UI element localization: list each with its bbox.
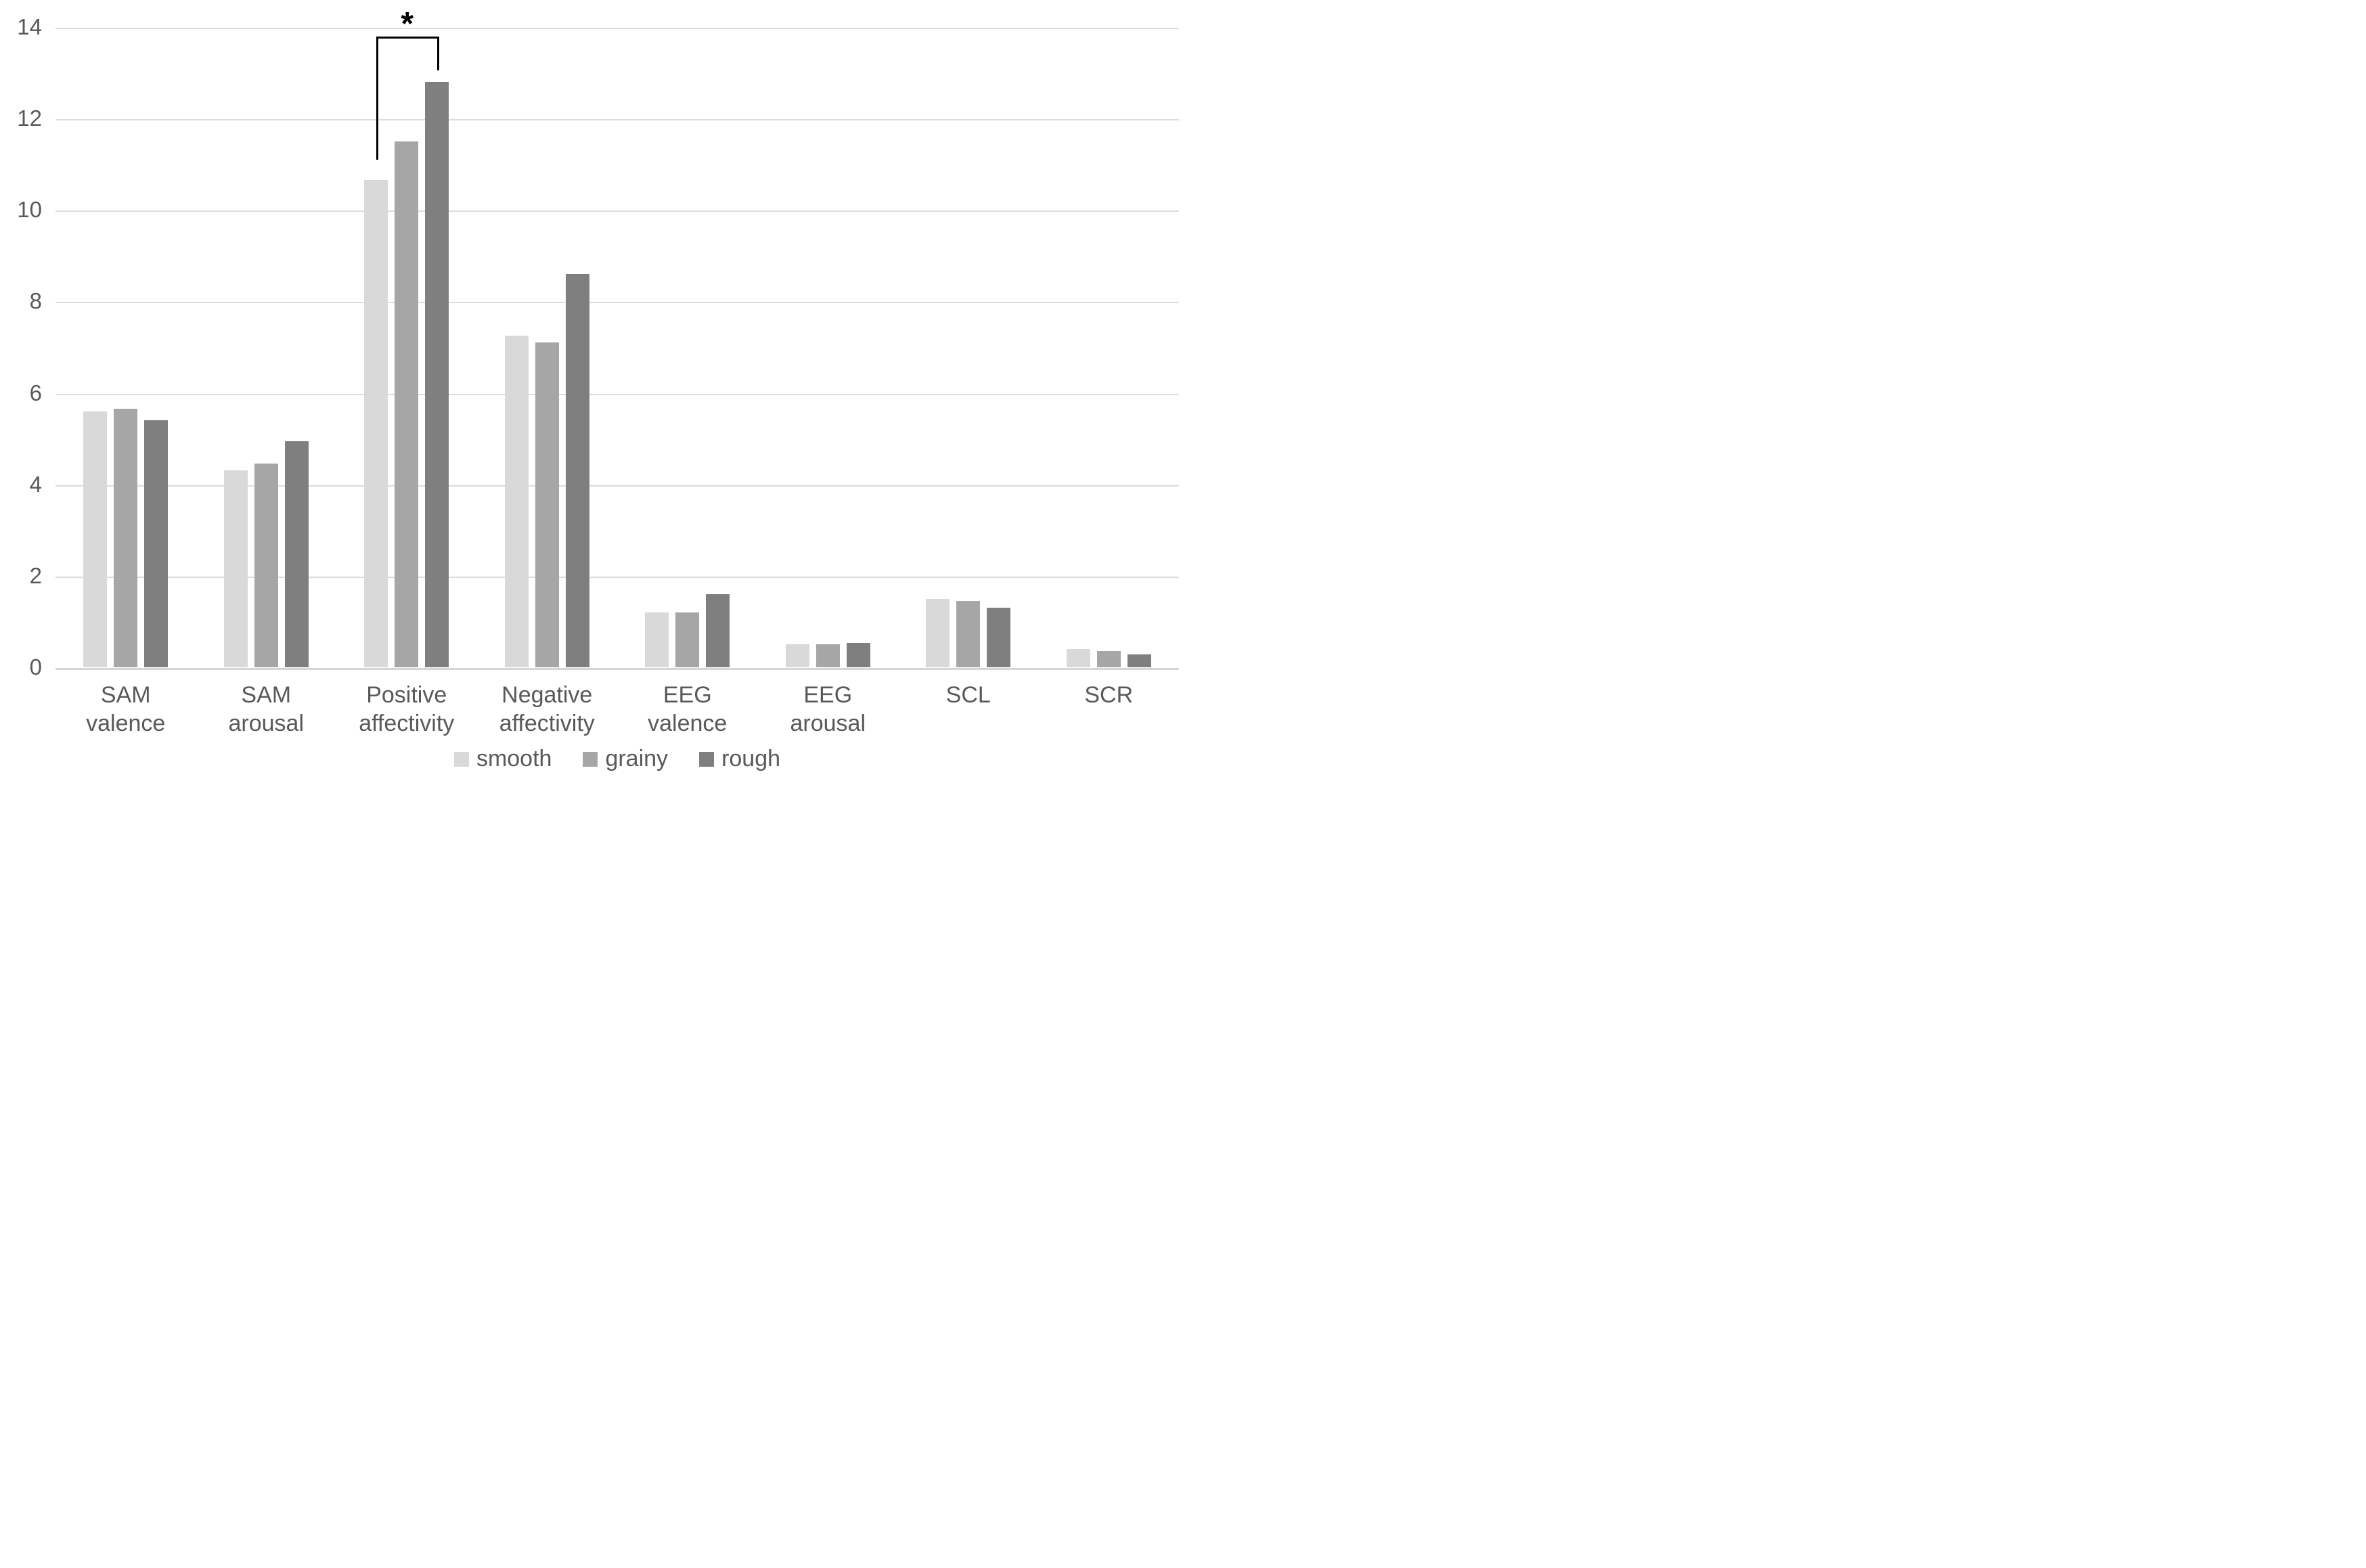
legend-item-rough: rough — [699, 746, 780, 772]
bar-smooth — [1066, 648, 1090, 667]
x-axis-category-label: SCR — [1084, 682, 1134, 708]
bar-group — [617, 27, 758, 667]
legend-color-swatch — [583, 751, 598, 767]
bar-group — [898, 27, 1039, 667]
significance-bracket-left-arm — [376, 36, 378, 160]
y-axis-tick-label: 10 — [17, 197, 42, 223]
bars-layer — [55, 27, 1179, 667]
y-axis-tick-label: 12 — [17, 106, 42, 131]
gridline — [55, 119, 1179, 121]
y-axis: 0 2 4 6 8 10 12 14 — [0, 14, 49, 679]
bar-group — [336, 27, 477, 667]
gridline — [55, 28, 1179, 29]
bar-rough — [284, 441, 309, 667]
bar-grainy — [956, 601, 981, 667]
x-axis-labels: SAM valence SAM arousal Positive affectivi… — [55, 681, 1179, 738]
bar-group — [477, 27, 618, 667]
y-axis-tick-label: 14 — [17, 14, 42, 39]
bar-grainy — [395, 141, 419, 667]
bar-grainy — [535, 342, 559, 667]
bar-rough — [144, 420, 169, 667]
bar-smooth — [83, 411, 108, 667]
x-axis-category-label: SCL — [945, 682, 991, 708]
bar-smooth — [926, 598, 950, 667]
y-axis-tick-label: 6 — [29, 380, 42, 405]
bar-grainy — [675, 612, 700, 667]
bar-grainy — [114, 409, 138, 667]
significance-bracket-top — [376, 36, 439, 39]
bar-chart: 0 2 4 6 8 10 12 14 * SAM valence SAM arousal Posi… — [0, 0, 1183, 784]
y-axis-tick-label: 4 — [29, 471, 42, 497]
gridline — [55, 576, 1179, 578]
y-axis-tick-label: 2 — [29, 562, 42, 588]
legend-color-swatch — [699, 751, 715, 767]
y-axis-tick-label: 8 — [29, 288, 42, 314]
legend-item-smooth: smooth — [453, 746, 552, 772]
gridline — [55, 485, 1179, 487]
bar-smooth — [364, 180, 388, 667]
x-axis-category-label: Positive affectivity — [359, 682, 455, 736]
significance-asterisk: * — [401, 5, 414, 42]
bar-smooth — [223, 470, 248, 667]
x-axis-category-label: EEG arousal — [790, 682, 866, 736]
bar-rough — [706, 593, 730, 667]
bar-smooth — [785, 644, 809, 667]
bar-rough — [425, 82, 449, 667]
y-axis-tick-label: 0 — [29, 654, 42, 679]
gridline — [55, 393, 1179, 395]
legend-item-grainy: grainy — [583, 746, 668, 772]
bar-group — [1039, 27, 1180, 667]
plot-area: * — [55, 7, 1179, 670]
x-axis-category-label: SAM valence — [86, 682, 166, 736]
bar-group — [758, 27, 899, 667]
bar-rough — [846, 643, 870, 667]
bar-rough — [1127, 654, 1151, 667]
bar-rough — [565, 273, 589, 667]
bar-grainy — [254, 464, 278, 667]
bar-smooth — [504, 336, 529, 667]
legend-label: grainy — [605, 746, 669, 771]
bar-group — [196, 27, 337, 667]
x-axis-category-label: SAM arousal — [228, 682, 304, 736]
x-axis-category-label: Negative affectivity — [499, 682, 595, 736]
legend-color-swatch — [453, 751, 469, 767]
bar-grainy — [1096, 651, 1121, 667]
legend-label: rough — [721, 746, 781, 771]
bar-smooth — [645, 612, 669, 667]
gridline — [55, 210, 1179, 212]
legend-label: smooth — [476, 746, 552, 771]
x-axis-line — [55, 668, 1179, 670]
x-axis-category-label: EEG valence — [648, 682, 728, 736]
bar-group — [55, 27, 196, 667]
bar-rough — [987, 608, 1011, 667]
bar-grainy — [816, 644, 840, 667]
legend: smooth grainy rough — [55, 746, 1179, 772]
significance-bracket-right-arm — [437, 36, 439, 71]
gridline — [55, 302, 1179, 304]
